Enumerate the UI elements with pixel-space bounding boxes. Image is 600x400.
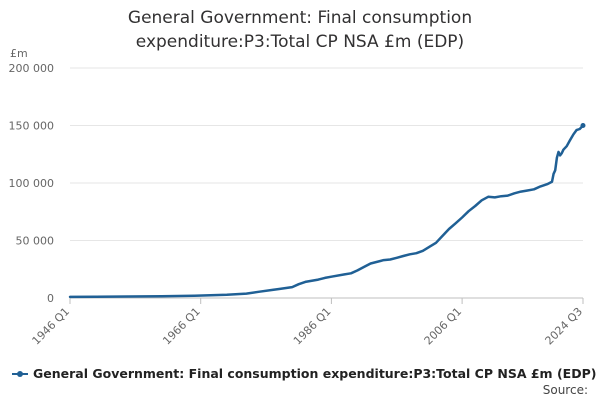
y-axis-unit-label: £m: [10, 47, 28, 60]
series-line: [68, 124, 585, 299]
x-tick-label: 1986 Q1: [291, 305, 334, 348]
chart-title-line-2: expenditure:P3:Total CP NSA £m (EDP): [135, 32, 465, 52]
y-tick-label: 150 000: [9, 120, 55, 133]
chart-title: General Government: Final consumption ex…: [0, 6, 600, 54]
y-tick-label: 0: [47, 292, 54, 305]
series-end-point: [580, 123, 586, 128]
x-tick-label: 1946 Q1: [30, 305, 73, 348]
legend-label: General Government: Final consumption ex…: [33, 366, 597, 381]
y-tick-label: 50 000: [16, 235, 55, 248]
y-tick-label: 200 000: [9, 62, 55, 75]
x-tick-label: 1966 Q1: [160, 305, 203, 348]
x-tick-label: 2006 Q1: [422, 305, 465, 348]
legend[interactable]: General Government: Final consumption ex…: [12, 366, 596, 381]
source-label: Source:: [542, 383, 588, 397]
chart-title-line-1: General Government: Final consumption: [127, 8, 473, 28]
legend-swatch-icon: [12, 370, 28, 377]
x-tick-label: 2024 Q3: [543, 305, 586, 348]
y-tick-label: 100 000: [9, 177, 55, 190]
